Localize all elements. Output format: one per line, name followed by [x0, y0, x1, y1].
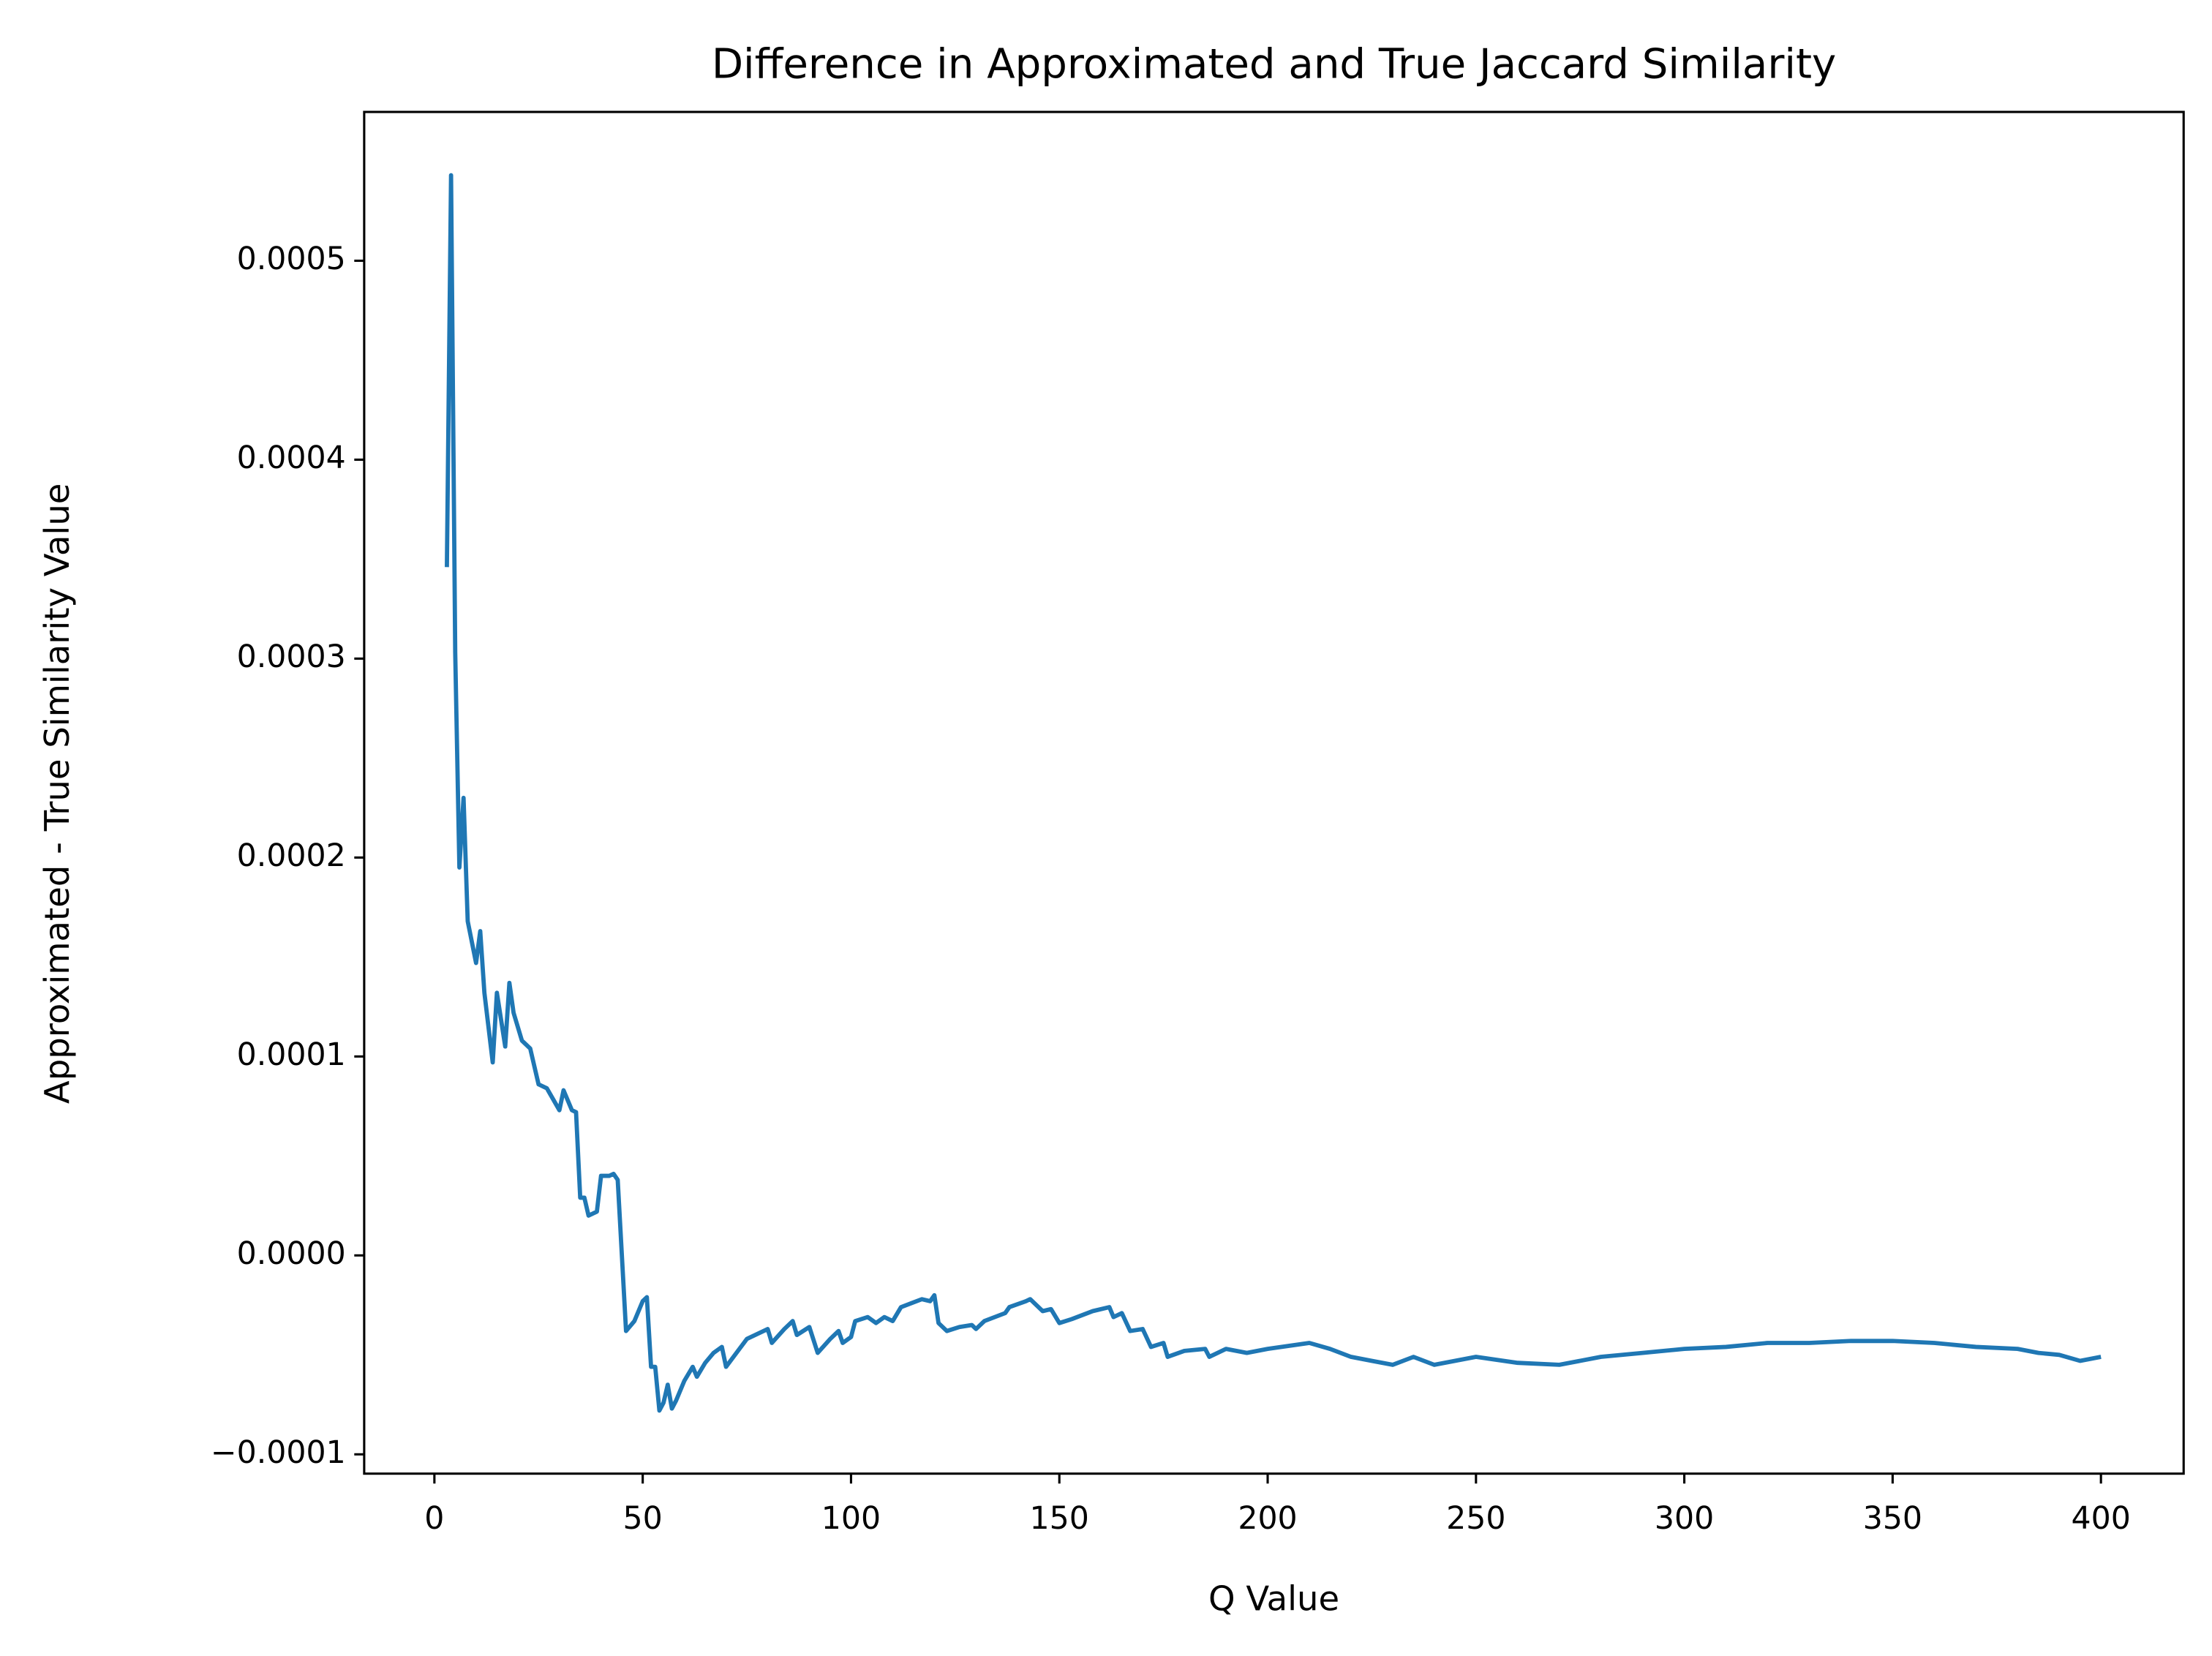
x-tick-label: 150 [1030, 1500, 1089, 1537]
y-tick-label: 0.0000 [237, 1235, 346, 1272]
plot-frame [363, 110, 2185, 1475]
y-axis-label: Approximated - True Similarity Value [37, 483, 77, 1104]
x-tick-label: 400 [2072, 1500, 2131, 1537]
x-tick-label: 250 [1446, 1500, 1505, 1537]
x-tick-label: 300 [1655, 1500, 1714, 1537]
y-tick-label: 0.0005 [237, 241, 346, 277]
y-tick-label: −0.0001 [211, 1434, 346, 1471]
y-tick-label: 0.0004 [237, 440, 346, 476]
y-tick-label: 0.0003 [237, 639, 346, 675]
x-tick-label: 350 [1863, 1500, 1922, 1537]
data-line [445, 173, 2102, 1413]
x-tick-label: 0 [424, 1500, 444, 1537]
x-axis-label: Q Value [1208, 1579, 1339, 1619]
y-tick-label: 0.0002 [237, 838, 346, 874]
chart-title: Difference in Approximated and True Jacc… [712, 41, 1836, 89]
x-tick-label: 50 [623, 1500, 663, 1537]
x-tick-label: 200 [1238, 1500, 1297, 1537]
x-tick-label: 100 [821, 1500, 881, 1537]
y-tick-label: 0.0001 [237, 1036, 346, 1073]
